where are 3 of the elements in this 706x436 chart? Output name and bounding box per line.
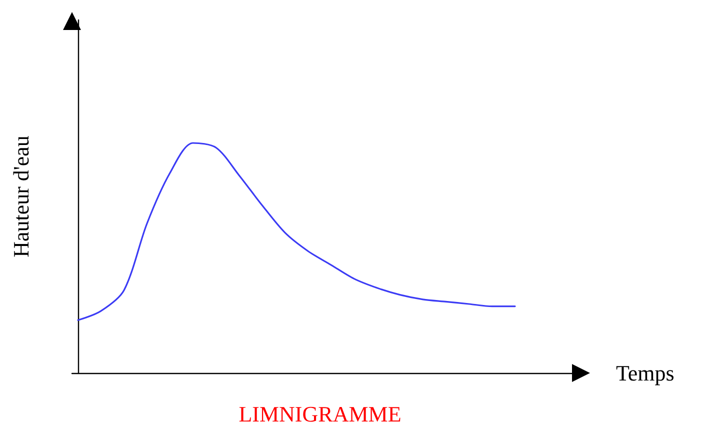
x-axis-title: Temps [616,360,674,386]
text: LIMNIGRAMME [238,402,402,426]
y-axis-title: Hauteur d'eau [8,136,34,258]
